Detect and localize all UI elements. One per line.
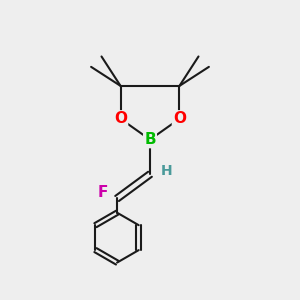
Text: O: O <box>173 111 186 126</box>
Text: H: H <box>161 164 172 178</box>
Text: B: B <box>144 132 156 147</box>
Text: O: O <box>114 111 127 126</box>
Text: F: F <box>98 185 108 200</box>
